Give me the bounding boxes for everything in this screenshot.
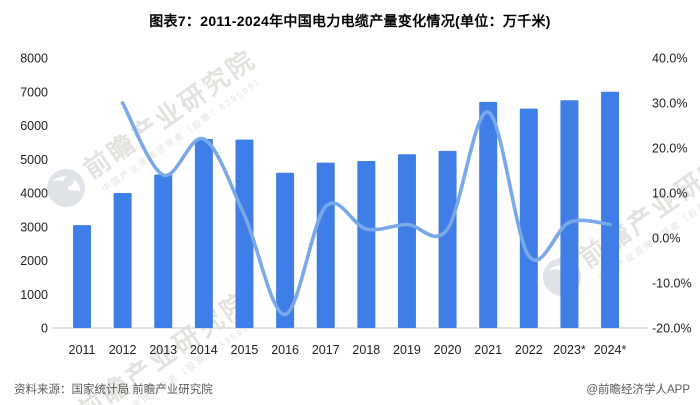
x-axis-label-2023: 2023*: [553, 343, 586, 357]
x-axis-label-2022: 2022: [515, 343, 543, 357]
bar-2011: [73, 225, 91, 328]
bar-2014: [194, 139, 213, 328]
chart-footer: 资料来源：国家统计局 前瞻产业研究院 @前瞻经济学人APP: [0, 381, 700, 397]
x-axis-label-2016: 2016: [271, 343, 299, 357]
x-axis-label-2024: 2024*: [594, 343, 627, 357]
left-axis-tick: 2000: [20, 254, 48, 268]
brand-credit-label: @前瞻经济学人APP: [586, 384, 690, 396]
right-axis-tick: -10.0%: [652, 277, 692, 291]
left-axis-tick: 1000: [20, 288, 48, 302]
x-axis-label-2021: 2021: [474, 343, 502, 357]
left-axis-tick: 7000: [20, 85, 48, 99]
bar-2024: [601, 91, 620, 328]
left-axis-tick: 5000: [20, 153, 48, 167]
bar-2019: [397, 154, 416, 328]
bar-2021: [479, 101, 498, 328]
bar-2016: [276, 172, 295, 328]
right-axis-tick: -20.0%: [652, 322, 692, 336]
right-axis-tick: 20.0%: [652, 142, 687, 156]
right-axis-tick: 40.0%: [652, 52, 687, 66]
watermark-brand-text: 前瞻产业研究院: [78, 44, 262, 185]
x-axis-label-2011: 2011: [69, 343, 96, 357]
x-axis-label-2018: 2018: [352, 343, 380, 357]
bar-2015: [235, 139, 254, 328]
x-axis-label-2015: 2015: [231, 343, 259, 357]
data-source-label: 资料来源：国家统计局 前瞻产业研究院: [14, 384, 213, 396]
left-axis-tick: 8000: [20, 52, 48, 66]
bar-2020: [438, 150, 457, 328]
bar-2017: [316, 162, 335, 328]
watermark-logo-icon: [47, 169, 85, 207]
x-axis-label-2013: 2013: [149, 343, 177, 357]
x-axis-label-2014: 2014: [190, 343, 218, 357]
x-axis-label-2017: 2017: [312, 343, 340, 357]
bar-2013: [154, 174, 173, 328]
bar-2023: [560, 100, 579, 328]
left-axis: 8000 7000 6000 5000 4000 3000 2000 1000 0: [20, 52, 48, 336]
left-axis-tick: 6000: [20, 119, 48, 133]
x-axis-label-2012: 2012: [109, 343, 137, 357]
right-axis: 40.0% 30.0% 20.0% 10.0% 0.0% -10.0% -20.0%: [652, 52, 692, 336]
right-axis-tick: 30.0%: [652, 97, 687, 111]
right-axis-tick: 0.0%: [652, 232, 681, 246]
bar-2012: [113, 193, 132, 328]
right-axis-tick: 10.0%: [652, 187, 687, 201]
left-axis-tick: 4000: [20, 187, 48, 201]
bar-2022: [519, 108, 538, 328]
x-axis-label-2019: 2019: [393, 343, 421, 357]
chart-title: 图表7：2011-2024年中国电力电缆产量变化情况(单位：万千米): [149, 13, 551, 29]
bar-2018: [357, 160, 376, 328]
left-axis-tick: 0: [41, 322, 48, 336]
bars-group: [73, 91, 620, 328]
left-axis-tick: 3000: [20, 220, 48, 234]
x-axis-labels: 2011 2012 2013 2014 2015 2016 2017 2018 2019 2020…: [69, 343, 627, 357]
growth-rate-line: [120, 101, 612, 317]
x-axis-label-2020: 2020: [434, 343, 462, 357]
